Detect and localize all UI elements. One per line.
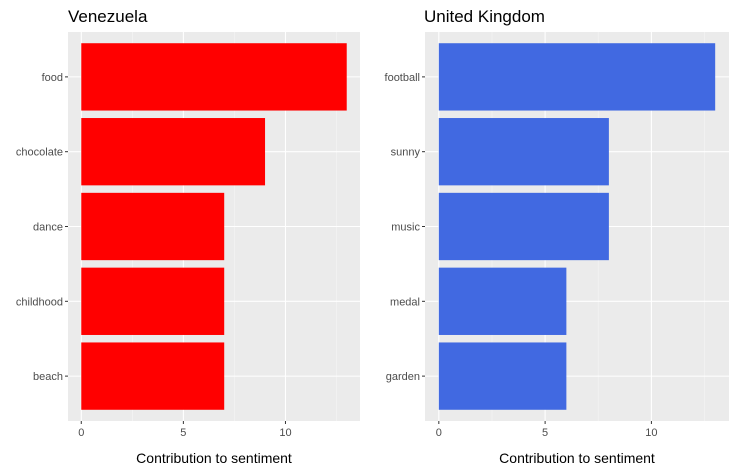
y-tick-label: medal — [390, 296, 420, 308]
bar-garden — [438, 342, 567, 410]
x-tick-label: 5 — [180, 427, 186, 439]
bar-music — [438, 192, 609, 261]
y-tick-label: football — [385, 72, 420, 84]
x-tick-label: 5 — [542, 427, 548, 439]
bar-sunny — [438, 118, 609, 186]
bar-medal — [438, 267, 567, 335]
y-tick-label: chocolate — [16, 147, 63, 159]
bar-football — [438, 43, 716, 111]
y-tick-label: childhood — [16, 296, 63, 308]
x-tick-label: 0 — [436, 427, 442, 439]
facet-panel-2: football sunny music medal garden 0 5 10 United … — [385, 7, 729, 466]
facet-panel-1: food chocolate dance childhood beach 0 5 10 Vene… — [16, 7, 360, 466]
bar-food — [81, 43, 347, 111]
x-tick-label: 0 — [78, 427, 84, 439]
bar-childhood — [81, 267, 225, 335]
y-tick-label: beach — [33, 371, 63, 383]
x-axis-title: Contribution to sentiment — [136, 450, 292, 466]
x-axis-title: Contribution to sentiment — [499, 450, 655, 466]
panel-title: Venezuela — [68, 7, 148, 26]
bar-dance — [81, 192, 225, 261]
bar-beach — [81, 342, 225, 410]
y-tick-label: garden — [386, 371, 420, 383]
x-tick-label: 10 — [279, 427, 291, 439]
y-tick-label: sunny — [391, 147, 421, 159]
panel-title: United Kingdom — [424, 7, 545, 26]
x-tick-label: 10 — [645, 427, 657, 439]
y-tick-label: music — [391, 222, 420, 234]
y-tick-label: dance — [33, 222, 63, 234]
y-tick-label: food — [42, 72, 63, 84]
bar-chocolate — [81, 118, 266, 186]
